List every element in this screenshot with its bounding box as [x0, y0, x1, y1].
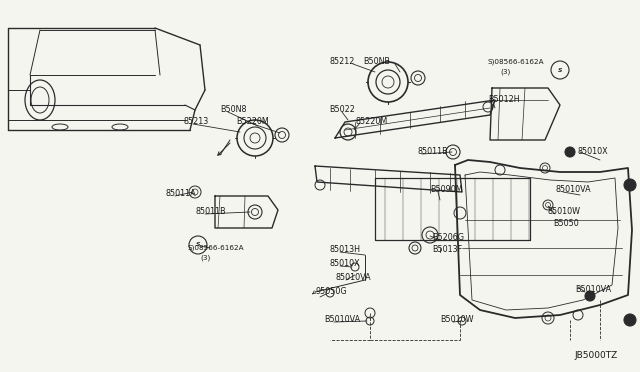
Text: 85011B: 85011B [418, 148, 449, 157]
Text: 85013H: 85013H [330, 246, 361, 254]
Text: 85011A: 85011A [165, 189, 196, 199]
Text: B5010VA: B5010VA [324, 315, 360, 324]
Text: 85010X: 85010X [330, 260, 360, 269]
Text: 85010VA: 85010VA [556, 186, 591, 195]
Text: B50N8: B50N8 [220, 106, 246, 115]
Text: B5050: B5050 [553, 219, 579, 228]
Text: B5010W: B5010W [440, 315, 474, 324]
Text: B5010VA: B5010VA [575, 285, 611, 295]
Text: JB5000TZ: JB5000TZ [574, 350, 617, 359]
Text: (3): (3) [500, 69, 510, 75]
Circle shape [585, 291, 595, 301]
Circle shape [565, 147, 575, 157]
Text: 85220M: 85220M [355, 118, 387, 126]
Text: 85010W: 85010W [548, 208, 581, 217]
Text: 85010VA: 85010VA [336, 273, 372, 282]
Circle shape [624, 179, 636, 191]
Circle shape [624, 314, 636, 326]
Text: B5090M: B5090M [430, 186, 463, 195]
Text: 85010X: 85010X [578, 148, 609, 157]
Text: S: S [557, 67, 563, 73]
Text: B50NB: B50NB [363, 58, 390, 67]
Text: S)08566-6162A: S)08566-6162A [488, 59, 545, 65]
Text: (3): (3) [200, 255, 211, 261]
Text: B5022: B5022 [329, 106, 355, 115]
Text: 95050G: 95050G [316, 288, 348, 296]
Text: B5012H: B5012H [488, 96, 520, 105]
Text: B5220M: B5220M [236, 118, 269, 126]
Text: S: S [196, 243, 200, 247]
Text: 85213: 85213 [184, 118, 209, 126]
Text: B5206G: B5206G [432, 234, 464, 243]
Text: B5013F: B5013F [432, 246, 462, 254]
Text: S)08566-6162A: S)08566-6162A [188, 245, 244, 251]
Text: 85212: 85212 [329, 58, 355, 67]
Text: 85011B: 85011B [196, 208, 227, 217]
